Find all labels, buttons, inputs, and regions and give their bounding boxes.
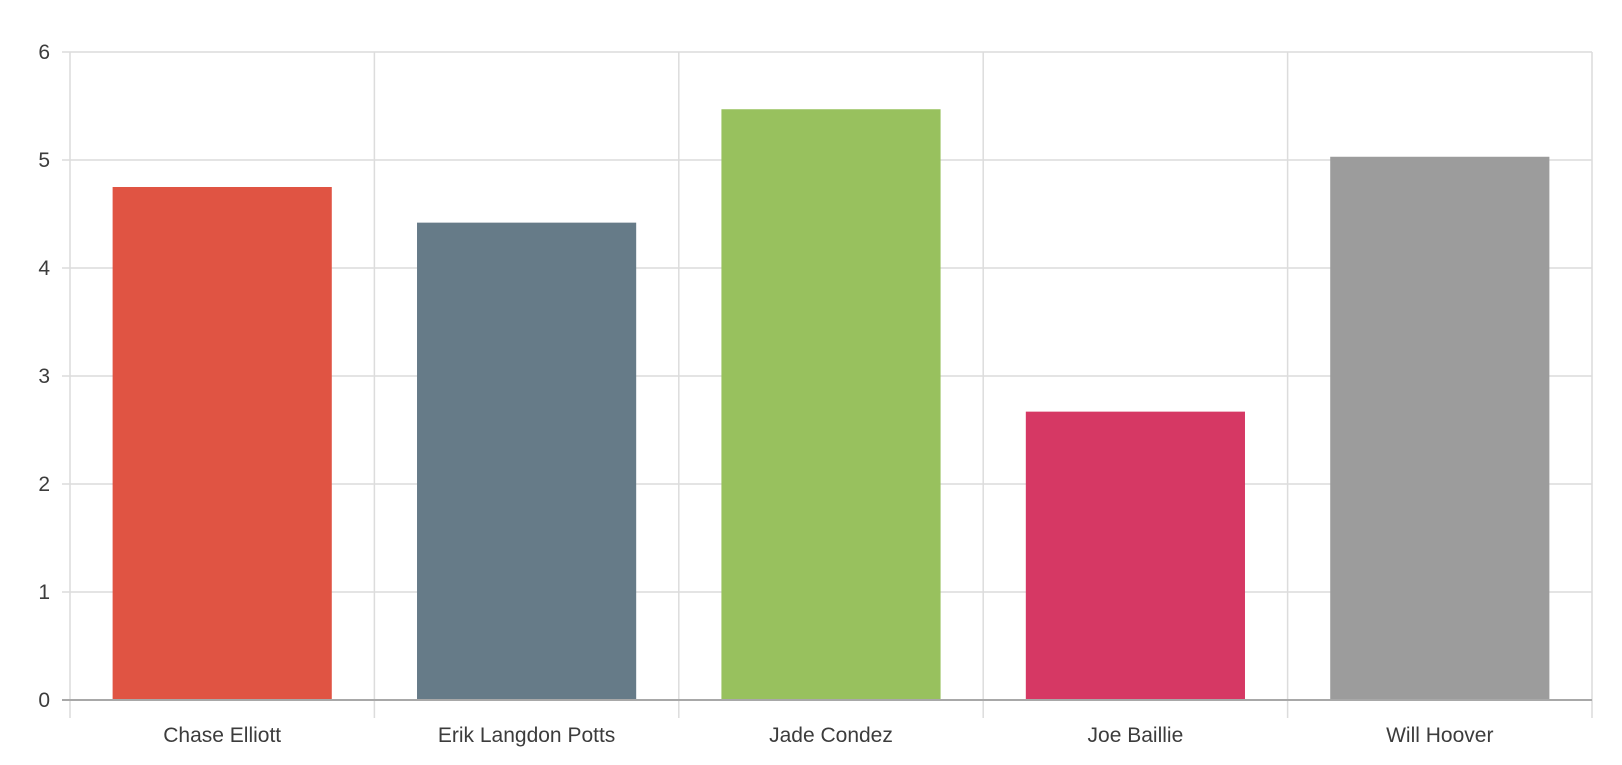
x-category-label: Erik Langdon Potts <box>438 724 615 747</box>
x-category-label: Jade Condez <box>769 724 893 747</box>
x-category-label: Chase Elliott <box>163 724 281 747</box>
bar-chase-elliott[interactable] <box>112 187 332 700</box>
y-tick-label: 4 <box>38 257 50 280</box>
y-tick-label: 3 <box>38 365 50 388</box>
y-tick-label: 1 <box>38 581 50 604</box>
bar-jade-condez[interactable] <box>721 109 941 701</box>
y-tick-label: 2 <box>38 473 50 496</box>
bar-erik-langdon-potts[interactable] <box>417 222 637 700</box>
y-tick-labels: 0 1 2 3 4 5 6 <box>38 41 50 712</box>
bars <box>112 109 1550 701</box>
bar-will-hoover[interactable] <box>1330 156 1550 700</box>
y-tick-label: 0 <box>38 689 50 712</box>
x-category-label: Will Hoover <box>1386 724 1493 747</box>
y-tick-label: 5 <box>38 149 50 172</box>
y-tick-label: 6 <box>38 41 50 64</box>
x-category-labels: Chase Elliott Erik Langdon Potts Jade Cond… <box>163 724 1493 747</box>
bar-joe-baillie[interactable] <box>1025 411 1245 700</box>
x-category-label: Joe Baillie <box>1088 724 1184 747</box>
